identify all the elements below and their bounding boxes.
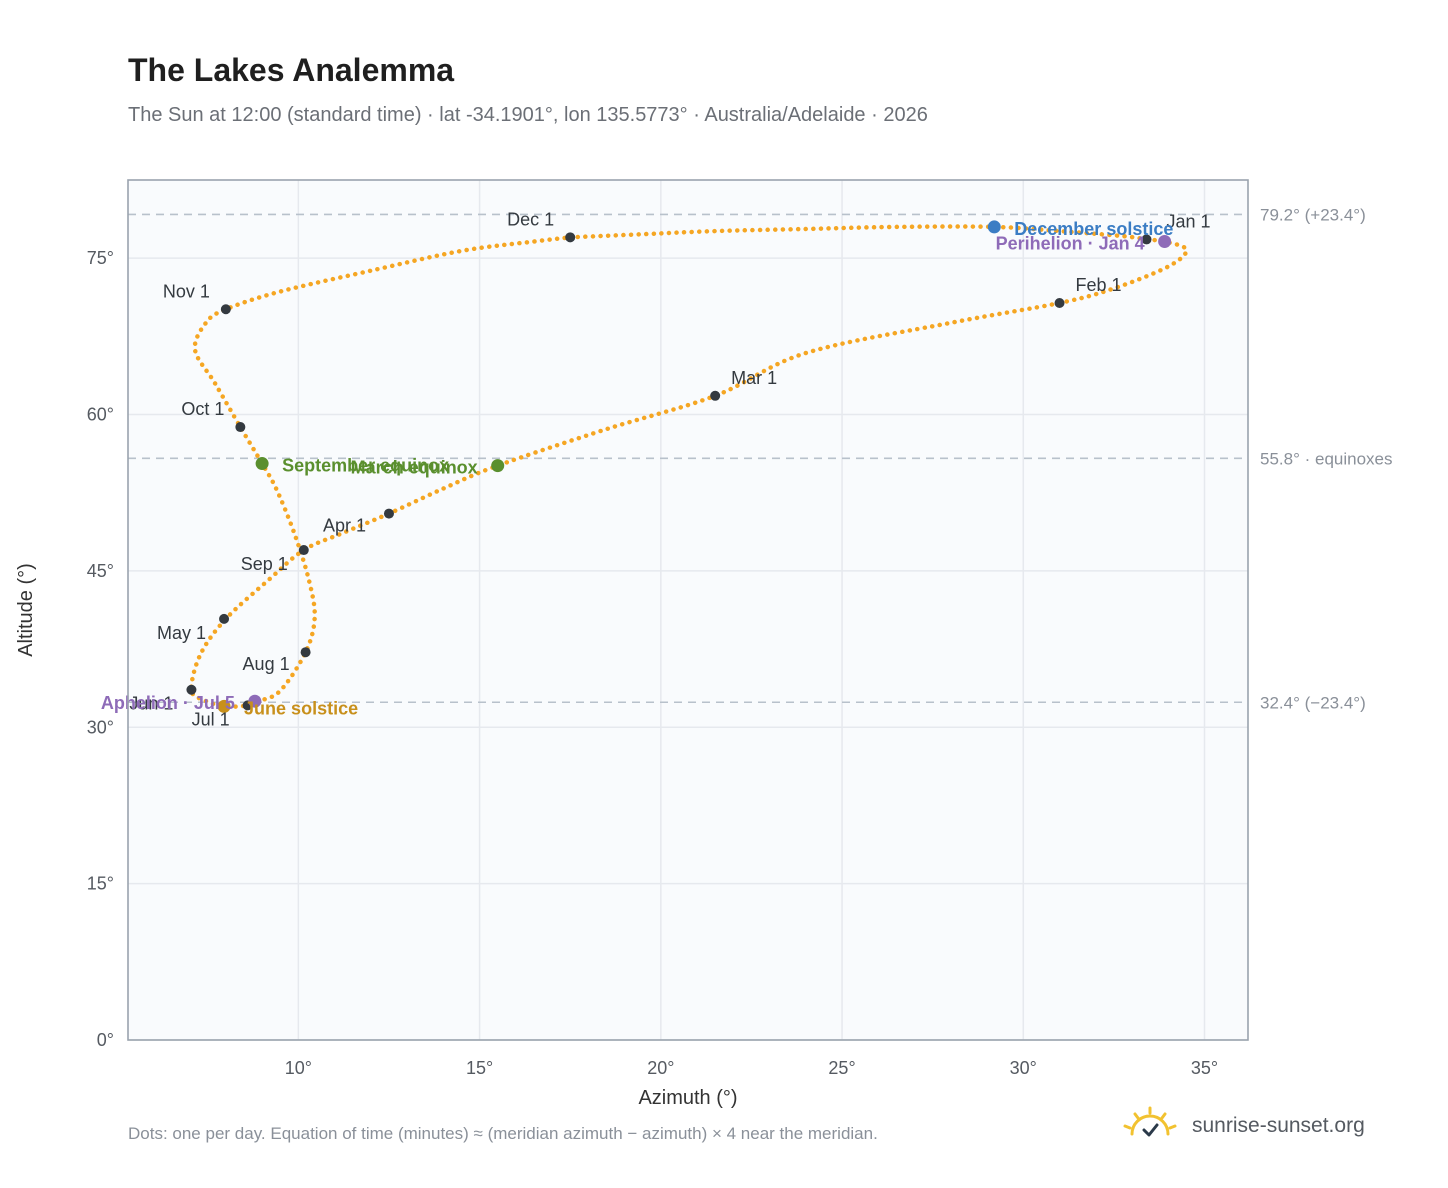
event-marker bbox=[217, 699, 231, 713]
y-tick-label: 75° bbox=[87, 248, 114, 268]
month-marker-label: Mar 1 bbox=[731, 368, 777, 388]
month-marker bbox=[710, 390, 721, 401]
event-marker bbox=[248, 694, 262, 708]
y-tick-label: 60° bbox=[87, 405, 114, 425]
y-tick-label: 30° bbox=[87, 717, 114, 737]
chart-title: The Lakes Analemma bbox=[128, 52, 455, 88]
x-tick-label: 20° bbox=[647, 1058, 674, 1078]
chart-footnote: Dots: one per day. Equation of time (min… bbox=[128, 1124, 878, 1143]
x-tick-label: 25° bbox=[828, 1058, 855, 1078]
month-marker bbox=[300, 647, 311, 658]
x-tick-label: 30° bbox=[1010, 1058, 1037, 1078]
month-marker-label: Jan 1 bbox=[1167, 211, 1211, 231]
brand[interactable]: sunrise-sunset.org bbox=[1122, 1106, 1365, 1146]
month-marker-label: Dec 1 bbox=[507, 209, 554, 229]
y-tick-label: 0° bbox=[97, 1030, 114, 1050]
x-axis-title: Azimuth (°) bbox=[638, 1087, 737, 1109]
month-marker-label: Jul 1 bbox=[192, 709, 230, 729]
event-label: Perihelion · Jan 4 bbox=[996, 234, 1145, 254]
month-marker-label: Feb 1 bbox=[1076, 275, 1122, 295]
x-tick-label: 15° bbox=[466, 1058, 493, 1078]
event-marker bbox=[491, 459, 505, 473]
event-marker bbox=[987, 220, 1001, 234]
month-marker bbox=[219, 613, 230, 624]
month-marker bbox=[1054, 298, 1065, 309]
reference-line-label: 55.8° · equinoxes bbox=[1260, 449, 1393, 468]
event-marker bbox=[255, 457, 269, 471]
event-label: March equinox bbox=[351, 458, 478, 478]
reference-line-label: 79.2° (+23.4°) bbox=[1260, 205, 1366, 224]
y-tick-label: 45° bbox=[87, 561, 114, 581]
x-tick-label: 35° bbox=[1191, 1058, 1218, 1078]
month-marker-label: Apr 1 bbox=[323, 516, 366, 536]
x-tick-label: 10° bbox=[285, 1058, 312, 1078]
plot-area bbox=[128, 180, 1248, 1040]
month-marker-label: May 1 bbox=[157, 623, 206, 643]
month-marker bbox=[383, 508, 394, 519]
brand-name: sunrise-sunset.org bbox=[1192, 1114, 1365, 1137]
sunrise-check-icon bbox=[1123, 1106, 1177, 1137]
month-marker-label: Aug 1 bbox=[243, 654, 290, 674]
month-marker bbox=[235, 422, 246, 433]
y-axis-title: Altitude (°) bbox=[15, 563, 37, 657]
y-tick-label: 15° bbox=[87, 874, 114, 894]
analemma-daily-dots bbox=[189, 224, 1189, 709]
event-marker bbox=[1158, 235, 1172, 249]
chart-subtitle: The Sun at 12:00 (standard time) · lat -… bbox=[128, 104, 928, 126]
month-marker bbox=[1141, 234, 1152, 245]
event-label: Aphelion · Jul 5 bbox=[101, 693, 235, 713]
month-marker bbox=[186, 684, 197, 695]
event-label: June solstice bbox=[244, 698, 358, 718]
plot-frame bbox=[127, 179, 1249, 1041]
month-marker-label: Sep 1 bbox=[241, 554, 288, 574]
event-label: September equinox bbox=[282, 456, 449, 476]
month-marker-label: Oct 1 bbox=[181, 399, 224, 419]
month-marker-label: Nov 1 bbox=[163, 281, 210, 301]
month-marker bbox=[220, 304, 231, 315]
month-marker bbox=[565, 232, 576, 243]
month-marker bbox=[298, 545, 309, 556]
reference-line-label: 32.4° (−23.4°) bbox=[1260, 693, 1366, 712]
month-marker-label: Jun 1 bbox=[129, 694, 173, 714]
event-label: December solstice bbox=[1014, 219, 1173, 239]
